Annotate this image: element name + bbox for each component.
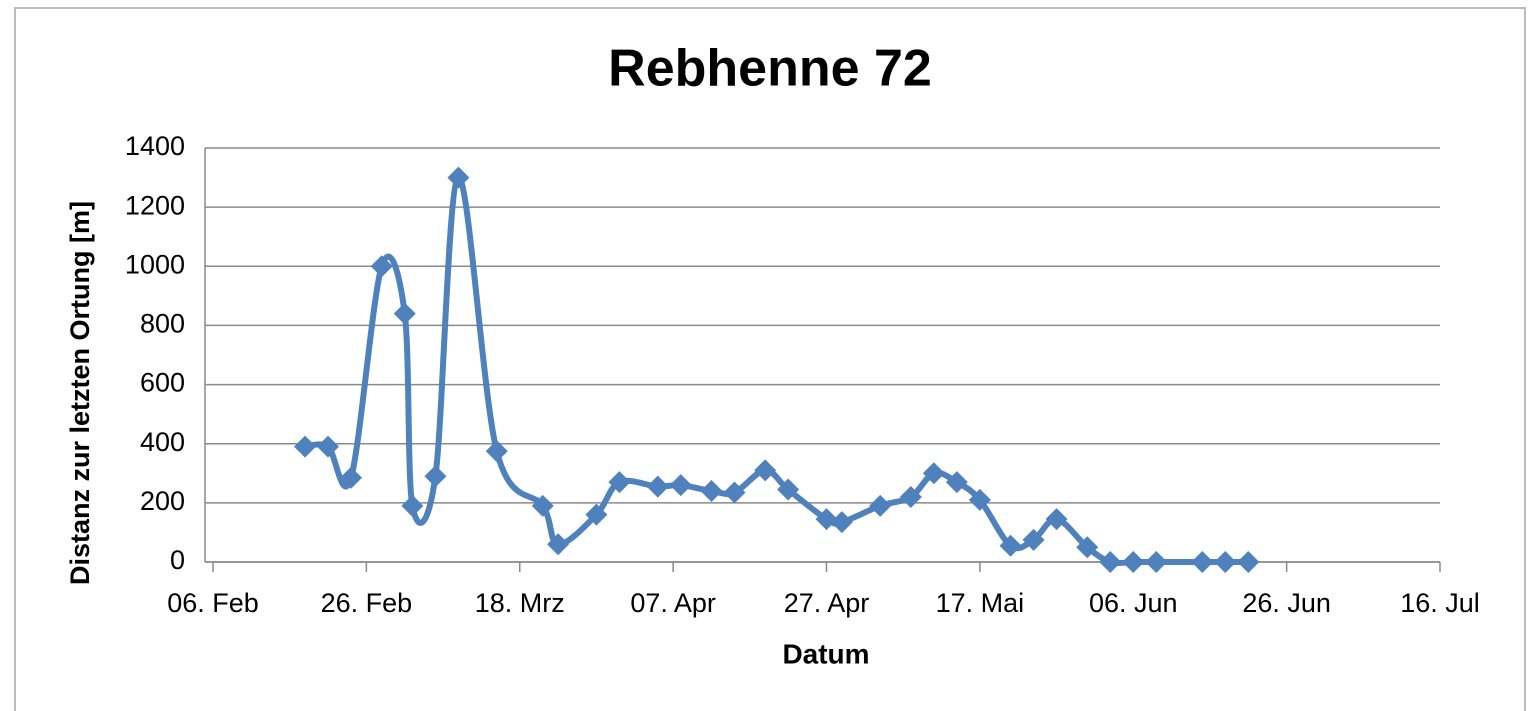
x-tick-label: 27. Apr — [784, 588, 870, 618]
data-point — [899, 485, 922, 508]
data-point — [669, 474, 692, 497]
data-point — [1022, 528, 1045, 551]
y-tick-label: 1400 — [125, 131, 185, 161]
data-point — [401, 494, 424, 517]
data-point — [869, 494, 892, 517]
y-axis-label: Distanz zur letzten Ortung [m] — [65, 201, 95, 585]
y-tick-label: 200 — [140, 486, 185, 516]
y-tick-label: 400 — [140, 427, 185, 457]
data-point — [1145, 551, 1168, 573]
data-point — [968, 488, 991, 511]
x-axis-label: Datum — [782, 638, 869, 669]
x-tick-label: 17. Mai — [936, 588, 1025, 618]
x-tick-label: 06. Feb — [167, 588, 259, 618]
data-point — [393, 302, 416, 325]
data-point — [585, 503, 608, 526]
data-point — [1122, 551, 1145, 573]
data-point — [370, 255, 393, 278]
x-tick-label: 26. Feb — [321, 588, 413, 618]
data-point — [1099, 551, 1122, 573]
y-tick-label: 600 — [140, 368, 185, 398]
data-point — [922, 462, 945, 485]
data-point — [485, 440, 508, 463]
data-point — [294, 435, 317, 458]
data-point — [945, 471, 968, 494]
x-tick-label: 16. Jul — [1400, 588, 1480, 618]
chart-frame — [14, 7, 1526, 711]
data-point — [700, 480, 723, 503]
chart-title: Rebhenne 72 — [608, 40, 932, 98]
data-point — [608, 471, 631, 494]
data-point — [1237, 551, 1260, 573]
data-point — [830, 511, 853, 534]
data-point — [815, 508, 838, 531]
x-tick-label: 06. Jun — [1089, 588, 1178, 618]
data-point — [447, 166, 470, 189]
data-point — [1076, 536, 1099, 559]
data-point — [1191, 551, 1214, 573]
data-point — [646, 475, 669, 498]
data-point — [777, 478, 800, 501]
data-point — [999, 534, 1022, 557]
x-tick-label: 18. Mrz — [475, 588, 565, 618]
y-tick-label: 1200 — [125, 190, 185, 220]
data-point — [317, 435, 340, 458]
data-point — [754, 459, 777, 482]
data-point — [1214, 551, 1237, 573]
data-point — [723, 481, 746, 504]
data-point — [340, 466, 363, 489]
x-tick-label: 07. Apr — [630, 588, 716, 618]
data-point — [1045, 508, 1068, 531]
y-tick-label: 0 — [170, 545, 185, 575]
y-tick-label: 800 — [140, 309, 185, 339]
data-point — [547, 533, 570, 556]
y-tick-label: 1000 — [125, 249, 185, 279]
x-tick-label: 26. Jun — [1242, 588, 1331, 618]
data-point — [424, 465, 447, 488]
data-point — [531, 494, 554, 517]
